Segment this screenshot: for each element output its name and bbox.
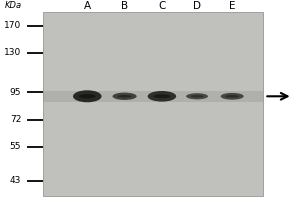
Text: C: C	[158, 1, 166, 11]
Text: 95: 95	[10, 88, 21, 97]
Ellipse shape	[117, 95, 132, 98]
FancyBboxPatch shape	[44, 12, 263, 196]
Text: 170: 170	[4, 21, 21, 30]
Text: 72: 72	[10, 115, 21, 124]
Ellipse shape	[153, 94, 170, 98]
Text: 43: 43	[10, 176, 21, 185]
Text: 130: 130	[4, 48, 21, 57]
Text: E: E	[229, 1, 236, 11]
Text: 55: 55	[10, 142, 21, 151]
Ellipse shape	[112, 93, 137, 100]
Ellipse shape	[225, 95, 239, 97]
Ellipse shape	[73, 90, 101, 102]
Text: D: D	[193, 1, 201, 11]
Ellipse shape	[186, 93, 208, 99]
Text: KDa: KDa	[5, 1, 22, 10]
Text: A: A	[84, 1, 91, 11]
Ellipse shape	[190, 95, 204, 97]
Text: B: B	[121, 1, 128, 11]
Ellipse shape	[220, 93, 244, 100]
FancyBboxPatch shape	[44, 91, 263, 102]
Ellipse shape	[148, 91, 176, 102]
Ellipse shape	[79, 94, 96, 98]
